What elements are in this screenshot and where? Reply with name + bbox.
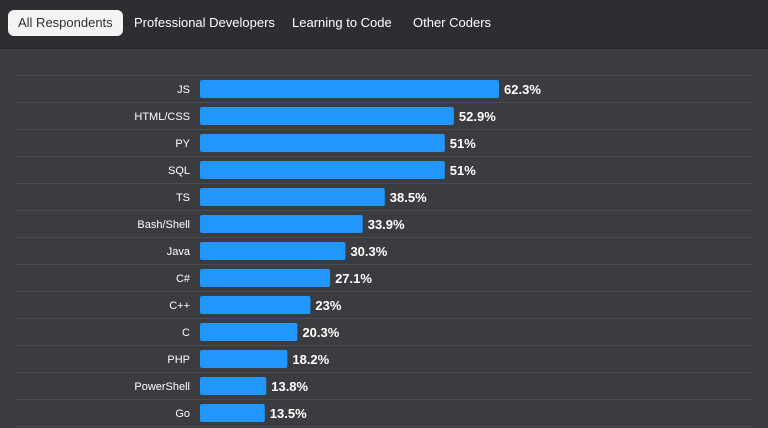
value-label: 62.3% <box>504 82 541 97</box>
bar[interactable] <box>200 377 267 395</box>
value-label: 33.9% <box>368 217 405 232</box>
category-label: C++ <box>169 300 190 312</box>
bar[interactable] <box>200 215 363 233</box>
value-label: 51% <box>450 163 476 178</box>
bar[interactable] <box>200 404 265 422</box>
bar[interactable] <box>200 296 311 314</box>
tab-professional-developers[interactable]: Professional Developers <box>134 15 275 30</box>
audience-tab-bar: All Respondents Professional Developers … <box>0 0 768 49</box>
category-label: Bash/Shell <box>137 219 190 231</box>
value-label: 27.1% <box>335 271 372 286</box>
bar[interactable] <box>200 80 500 98</box>
bar[interactable] <box>200 350 288 368</box>
value-label: 30.3% <box>350 244 387 259</box>
value-label: 13.5% <box>270 406 307 421</box>
category-label: PowerShell <box>134 381 190 393</box>
category-label: JS <box>177 84 190 96</box>
value-label: 23% <box>315 298 341 313</box>
value-label: 38.5% <box>390 190 427 205</box>
category-label: Go <box>175 408 190 420</box>
bar[interactable] <box>200 242 346 260</box>
category-label: C <box>182 327 190 339</box>
category-label: HTML/CSS <box>134 111 190 123</box>
category-label: C# <box>176 273 191 285</box>
language-bar-chart: JS 62.3% HTML/CSS 52.9% PY 51% SQL 51% TS 38.5% Ba… <box>16 75 752 427</box>
value-label: 13.8% <box>271 379 308 394</box>
bar[interactable] <box>200 161 445 179</box>
value-label: 18.2% <box>292 352 329 367</box>
category-label: PY <box>175 138 190 150</box>
value-label: 51% <box>450 136 476 151</box>
value-label: 52.9% <box>459 109 496 124</box>
bar[interactable] <box>200 323 298 341</box>
category-label: PHP <box>167 354 190 366</box>
category-label: TS <box>176 192 190 204</box>
value-label: 20.3% <box>302 325 339 340</box>
bar[interactable] <box>200 188 385 206</box>
bar[interactable] <box>200 134 445 152</box>
bar[interactable] <box>200 107 454 125</box>
tab-all-respondents[interactable]: All Respondents <box>8 10 123 36</box>
tab-learning-to-code[interactable]: Learning to Code <box>292 15 392 30</box>
category-label: SQL <box>168 165 190 177</box>
bar[interactable] <box>200 269 331 287</box>
tab-other-coders[interactable]: Other Coders <box>413 15 492 30</box>
category-label: Java <box>167 246 191 258</box>
